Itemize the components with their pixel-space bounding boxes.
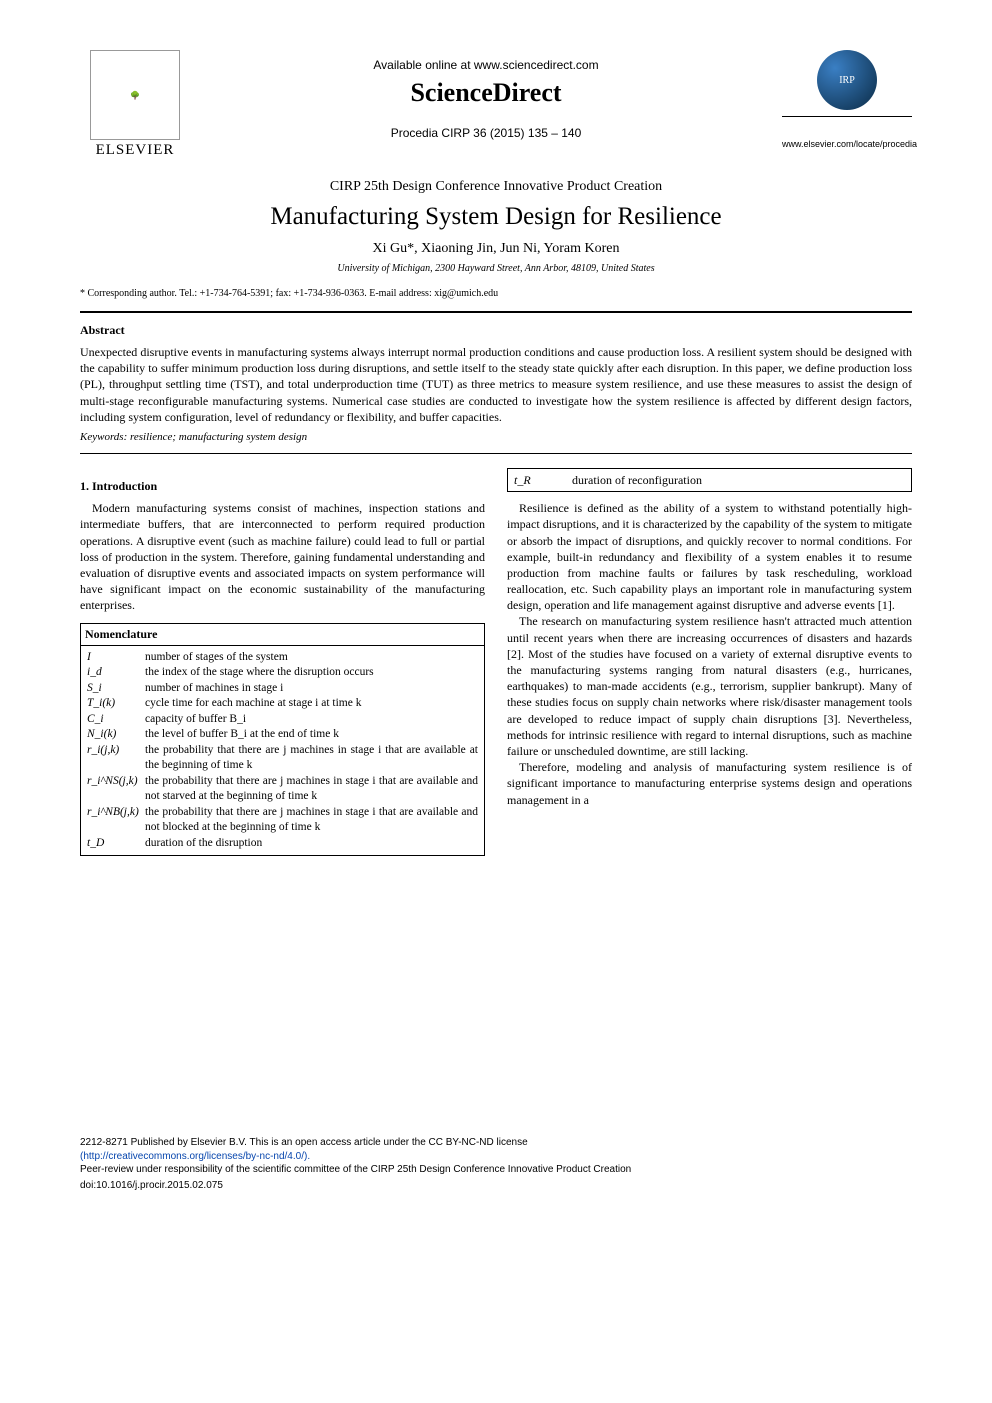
body-paragraph: The research on manufacturing system res… — [507, 613, 912, 759]
nomenclature-definition: the index of the stage where the disrupt… — [145, 665, 478, 681]
intro-heading: 1. Introduction — [80, 478, 485, 494]
nomenclature-row: N_i(k)the level of buffer B_i at the end… — [87, 727, 478, 743]
nomenclature-row: T_i(k)cycle time for each machine at sta… — [87, 696, 478, 712]
available-online-text: Available online at www.sciencedirect.co… — [190, 58, 782, 72]
nomenclature-row: C_icapacity of buffer B_i — [87, 712, 478, 728]
nomenclature-definition: the probability that there are j machine… — [145, 743, 478, 774]
elsevier-logo: 🌳 ELSEVIER — [80, 50, 190, 159]
footer: 2212-8271 Published by Elsevier B.V. Thi… — [80, 1136, 912, 1192]
elsevier-tree-icon: 🌳 — [90, 50, 180, 140]
nomenclature-title: Nomenclature — [81, 624, 484, 645]
nomenclature-row: r_i^NB(j,k)the probability that there ar… — [87, 805, 478, 836]
divider — [80, 453, 912, 454]
globe-icon: IRP — [817, 50, 877, 110]
elsevier-label: ELSEVIER — [80, 142, 190, 159]
nomenclature-definition: the probability that there are j machine… — [145, 805, 478, 836]
nomenclature-symbol: i_d — [87, 665, 145, 681]
affiliation-line: University of Michigan, 2300 Hayward Str… — [80, 263, 912, 274]
nomenclature-row: r_i^NS(j,k)the probability that there ar… — [87, 774, 478, 805]
nomenclature-symbol: r_i^NS(j,k) — [87, 774, 145, 805]
nomenclature-row: i_dthe index of the stage where the disr… — [87, 665, 478, 681]
corresponding-author: * Corresponding author. Tel.: +1-734-764… — [80, 288, 912, 299]
nomenclature-symbol: r_i^NB(j,k) — [87, 805, 145, 836]
divider — [80, 311, 912, 313]
tr-definition-box: t_R duration of reconfiguration — [507, 468, 912, 492]
nomenclature-definition: cycle time for each machine at stage i a… — [145, 696, 478, 712]
procedia-citation: Procedia CIRP 36 (2015) 135 – 140 — [190, 126, 782, 140]
two-column-body: 1. Introduction Modern manufacturing sys… — [80, 468, 912, 856]
intro-paragraph: Modern manufacturing systems consist of … — [80, 500, 485, 613]
header-row: 🌳 ELSEVIER Available online at www.scien… — [80, 50, 912, 159]
nomenclature-definition: the probability that there are j machine… — [145, 774, 478, 805]
nomenclature-symbol: I — [87, 650, 145, 666]
nomenclature-definition: capacity of buffer B_i — [145, 712, 478, 728]
sciencedirect-logo-text: ScienceDirect — [190, 78, 782, 108]
body-paragraph: Therefore, modeling and analysis of manu… — [507, 759, 912, 808]
cirp-logo: IRP www.elsevier.com/locate/procedia — [782, 50, 912, 149]
nomenclature-symbol: S_i — [87, 681, 145, 697]
license-link[interactable]: (http://creativecommons.org/licenses/by-… — [80, 1151, 310, 1162]
nomenclature-symbol: t_D — [87, 836, 145, 852]
nomenclature-symbol: T_i(k) — [87, 696, 145, 712]
nomenclature-list: Inumber of stages of the systemi_dthe in… — [81, 646, 484, 856]
divider — [782, 116, 912, 117]
footer-issn: 2212-8271 Published by Elsevier B.V. Thi… — [80, 1136, 912, 1150]
tr-symbol: t_R — [514, 472, 572, 488]
nomenclature-symbol: C_i — [87, 712, 145, 728]
nomenclature-definition: number of machines in stage i — [145, 681, 478, 697]
tr-definition: duration of reconfiguration — [572, 472, 702, 488]
nomenclature-row: t_Dduration of the disruption — [87, 836, 478, 852]
abstract-heading: Abstract — [80, 323, 912, 338]
nomenclature-symbol: r_i(j,k) — [87, 743, 145, 774]
paper-title: Manufacturing System Design for Resilien… — [80, 203, 912, 231]
right-column: t_R duration of reconfiguration Resilien… — [507, 468, 912, 856]
center-header: Available online at www.sciencedirect.co… — [190, 50, 782, 140]
footer-peer-review: Peer-review under responsibility of the … — [80, 1163, 912, 1177]
nomenclature-box: Nomenclature Inumber of stages of the sy… — [80, 623, 485, 856]
nomenclature-definition: the level of buffer B_i at the end of ti… — [145, 727, 478, 743]
nomenclature-definition: number of stages of the system — [145, 650, 478, 666]
nomenclature-row: S_inumber of machines in stage i — [87, 681, 478, 697]
nomenclature-row: r_i(j,k)the probability that there are j… — [87, 743, 478, 774]
nomenclature-symbol: N_i(k) — [87, 727, 145, 743]
conference-name: CIRP 25th Design Conference Innovative P… — [80, 179, 912, 195]
left-column: 1. Introduction Modern manufacturing sys… — [80, 468, 485, 856]
authors-line: Xi Gu*, Xiaoning Jin, Jun Ni, Yoram Kore… — [80, 241, 912, 257]
keywords-line: Keywords: resilience; manufacturing syst… — [80, 431, 912, 443]
footer-doi: doi:10.1016/j.procir.2015.02.075 — [80, 1179, 912, 1193]
body-paragraph: Resilience is defined as the ability of … — [507, 500, 912, 613]
nomenclature-row: Inumber of stages of the system — [87, 650, 478, 666]
nomenclature-definition: duration of the disruption — [145, 836, 478, 852]
abstract-text: Unexpected disruptive events in manufact… — [80, 344, 912, 425]
procedia-url: www.elsevier.com/locate/procedia — [782, 139, 912, 149]
